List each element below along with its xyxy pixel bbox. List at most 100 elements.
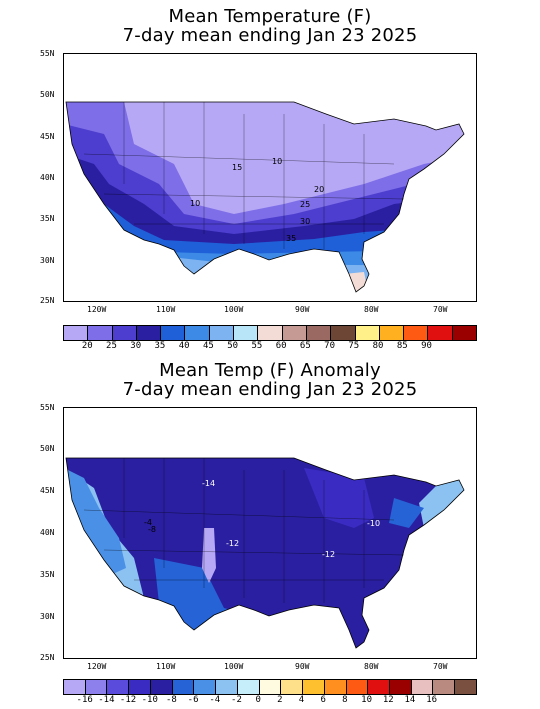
map2-legend-swatch bbox=[237, 680, 260, 694]
map2-legend-label: -14 bbox=[98, 695, 115, 705]
map2-lat-label: 40N bbox=[40, 528, 55, 537]
map2-lat-label: 45N bbox=[40, 486, 55, 495]
map2-legend-label: -8 bbox=[165, 695, 177, 705]
map2-lat-label: 35N bbox=[40, 570, 55, 579]
map1-lon-label: 80W bbox=[364, 305, 379, 314]
map1-contour-label: 25 bbox=[300, 200, 310, 209]
map2-title-line2: 7-day mean ending Jan 23 2025 bbox=[122, 379, 418, 400]
map1-legend-swatch bbox=[258, 326, 283, 340]
map2-frame: -14 -4 -8 -12 -10 -12 bbox=[63, 407, 477, 659]
map1-legend-swatch bbox=[64, 326, 89, 340]
map2-lon-label: 70W bbox=[433, 662, 448, 671]
map2-lat-label: 30N bbox=[40, 612, 55, 621]
map1-legend-swatch bbox=[282, 326, 307, 340]
map2-legend-label: 12 bbox=[382, 695, 394, 705]
map1-lat-label: 45N bbox=[40, 132, 55, 141]
map1-svg: 10 15 10 20 25 30 35 bbox=[65, 101, 465, 293]
map1-legend-label: 40 bbox=[178, 341, 190, 351]
map2-lat-label: 55N bbox=[40, 403, 55, 412]
map2-legend-swatch bbox=[281, 680, 304, 694]
map1-contour-label: 15 bbox=[232, 163, 242, 172]
map1-legend-swatch bbox=[209, 326, 235, 340]
map1-legend-label: 20 bbox=[81, 341, 93, 351]
map2-title-line1: Mean Temp (F) Anomaly bbox=[159, 360, 381, 381]
map1-frame: 10 15 10 20 25 30 35 bbox=[63, 53, 477, 302]
map1-contour-label: 35 bbox=[286, 234, 296, 243]
map2-legend-label: 10 bbox=[361, 695, 372, 705]
map1-contour-label: 30 bbox=[300, 217, 310, 226]
map1-legend-label: 85 bbox=[396, 341, 408, 351]
map1-legend-swatch bbox=[306, 326, 332, 340]
map1-legend-swatch bbox=[185, 326, 210, 340]
map2-legend-swatch bbox=[129, 680, 151, 694]
map1-legend-label: 90 bbox=[421, 341, 432, 351]
map1-legend-label: 30 bbox=[130, 341, 142, 351]
map2-legend-label: 4 bbox=[298, 695, 305, 705]
map2-legend-label: 16 bbox=[426, 695, 438, 705]
map1-legend bbox=[63, 325, 477, 341]
map1-legend-swatch bbox=[88, 326, 113, 340]
map1-legend-label: 80 bbox=[372, 341, 384, 351]
map1-title-line1: Mean Temperature (F) bbox=[168, 6, 372, 27]
map1-lat-label: 55N bbox=[40, 49, 55, 58]
map1-legend-label: 50 bbox=[227, 341, 239, 351]
map1-legend-swatch bbox=[379, 326, 405, 340]
map2-legend-swatch bbox=[107, 680, 130, 694]
map1-legend-label: 25 bbox=[106, 341, 117, 351]
map1-title-line2: 7-day mean ending Jan 23 2025 bbox=[122, 25, 418, 46]
map1-legend-swatch bbox=[404, 326, 429, 340]
map1-contour-label: 10 bbox=[272, 157, 282, 166]
map2-lon-label: 120W bbox=[87, 662, 107, 671]
map1-legend-swatch bbox=[331, 326, 356, 340]
map2-legend-label: 2 bbox=[277, 695, 283, 705]
map2-lon-label: 110W bbox=[156, 662, 176, 671]
map1-lon-label: 120W bbox=[87, 305, 107, 314]
map1-lon-label: 110W bbox=[156, 305, 176, 314]
map1-legend-label: 60 bbox=[275, 341, 287, 351]
map2-legend-swatch bbox=[368, 680, 391, 694]
map1-lat-label: 30N bbox=[40, 256, 55, 265]
map1-legend-swatch bbox=[234, 326, 259, 340]
map1-lat-label: 50N bbox=[40, 90, 55, 99]
map2-svg: -14 -4 -8 -12 -10 -12 bbox=[65, 457, 465, 649]
map2-contour-label: -14 bbox=[202, 479, 215, 488]
map2-legend-swatch bbox=[455, 680, 476, 694]
map2-contour-label: -10 bbox=[367, 519, 380, 528]
map1-lon-label: 100W bbox=[224, 305, 244, 314]
map2-legend-swatch bbox=[216, 680, 238, 694]
map2-legend-swatch bbox=[411, 680, 434, 694]
map1-legend-swatch bbox=[355, 326, 380, 340]
map2-lon-label: 80W bbox=[364, 662, 379, 671]
map2-legend-swatch bbox=[390, 680, 412, 694]
map2-legend-swatch bbox=[85, 680, 108, 694]
map2-legend-label: -16 bbox=[76, 695, 93, 705]
map2-legend-swatch bbox=[64, 680, 86, 694]
map1-lon-label: 90W bbox=[295, 305, 310, 314]
map2-legend bbox=[63, 679, 477, 695]
map1-lat-label: 40N bbox=[40, 173, 55, 182]
map1-lat-label: 35N bbox=[40, 214, 55, 223]
map1-legend-swatch bbox=[136, 326, 162, 340]
map2-legend-swatch bbox=[172, 680, 195, 694]
map2-lat-label: 50N bbox=[40, 444, 55, 453]
map2-legend-swatch bbox=[324, 680, 347, 694]
map2-legend-label: -6 bbox=[187, 695, 199, 705]
map1-lat-label: 25N bbox=[40, 296, 55, 305]
map2-legend-swatch bbox=[303, 680, 325, 694]
map1-legend-swatch bbox=[112, 326, 137, 340]
map2-legend-label: -4 bbox=[209, 695, 221, 705]
map1-legend-label: 45 bbox=[202, 341, 214, 351]
map2-contour-label: -8 bbox=[148, 525, 156, 534]
map2-legend-label: 6 bbox=[320, 695, 326, 705]
map2-legend-swatch bbox=[150, 680, 173, 694]
map1-legend-swatch bbox=[428, 326, 453, 340]
map2-lon-label: 100W bbox=[224, 662, 244, 671]
map1-legend-label: 75 bbox=[348, 341, 360, 351]
map2-lat-label: 25N bbox=[40, 653, 55, 662]
map2-contour-label: -4 bbox=[144, 518, 152, 527]
map2-contour-label: -12 bbox=[322, 550, 335, 559]
map2-legend-label: -12 bbox=[119, 695, 137, 705]
map1-legend-swatch bbox=[452, 326, 477, 340]
map2-contour-label: -12 bbox=[226, 539, 239, 548]
map2-legend-swatch bbox=[346, 680, 369, 694]
